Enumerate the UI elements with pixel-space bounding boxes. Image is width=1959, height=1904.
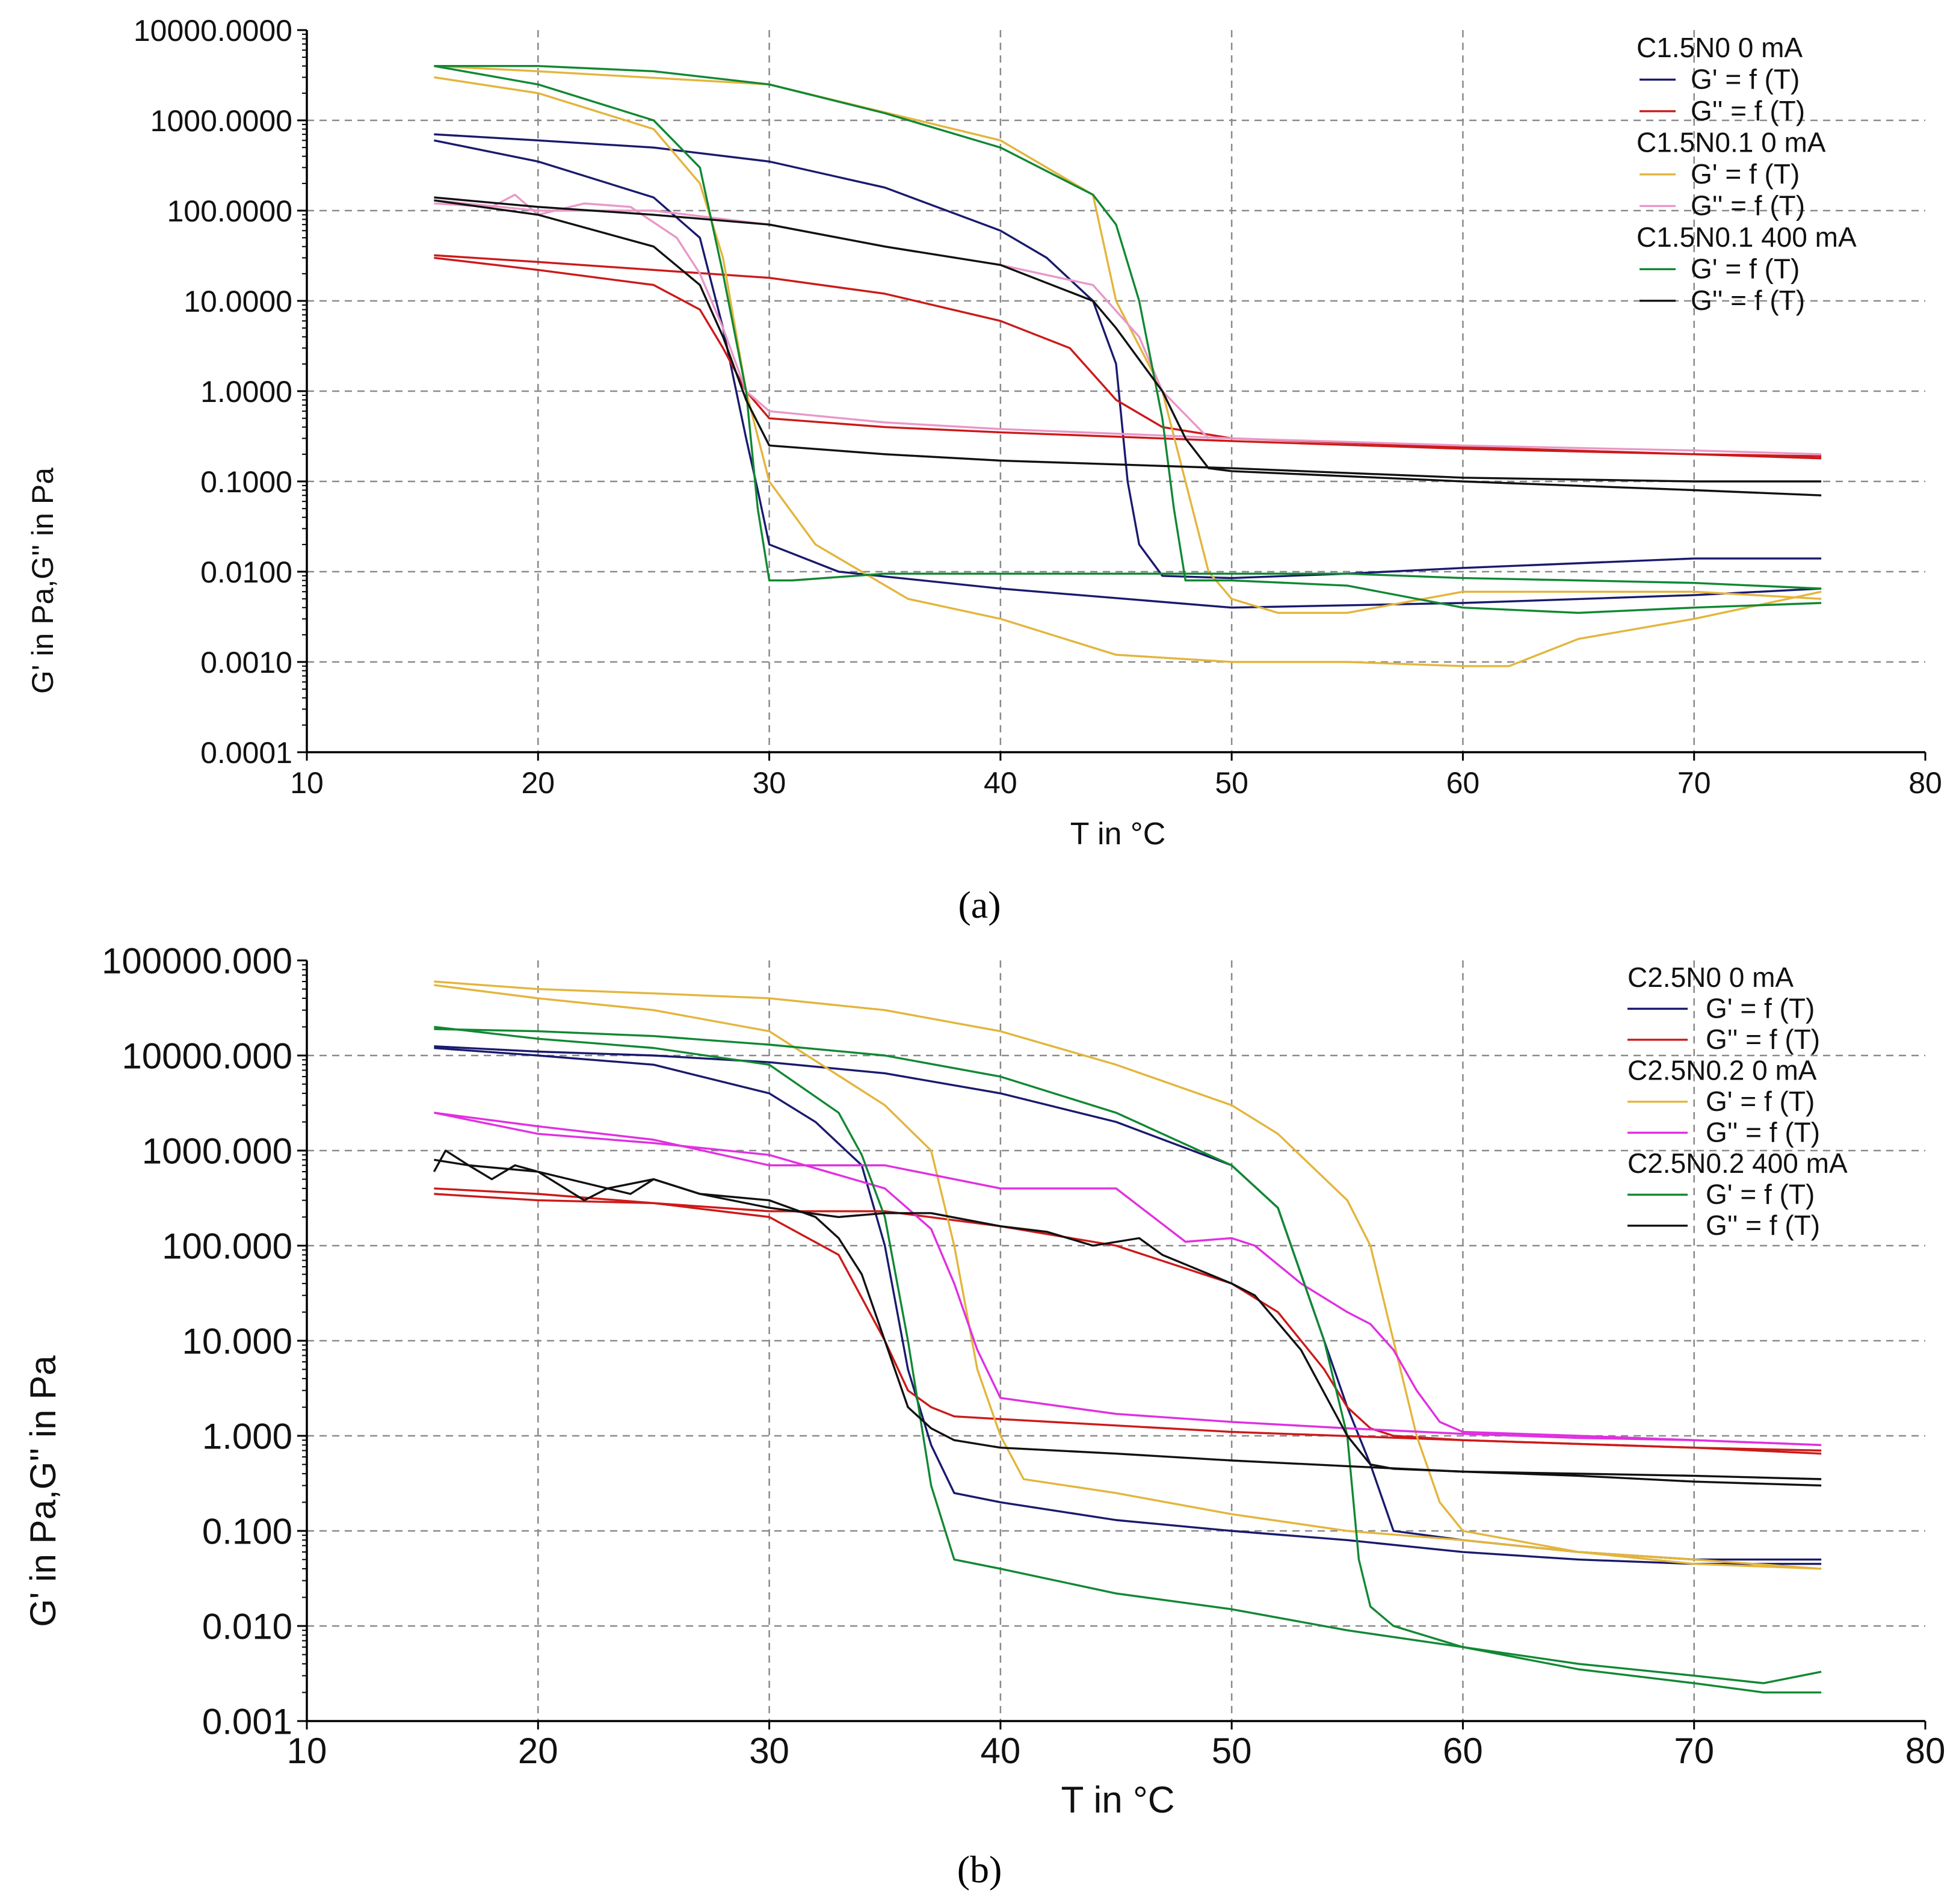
- series-line-b: [434, 1187, 1822, 1452]
- legend-a: C1.5N0 0 mAG' = f (T)G'' = f (T)C1.5N0.1…: [1637, 32, 1857, 316]
- series-line-a: [434, 199, 1822, 483]
- series-group-b: [433, 980, 1822, 1694]
- series-line-a: [434, 193, 1822, 456]
- x-tick-label-a: 20: [521, 766, 555, 800]
- axes-b: [297, 959, 1927, 1729]
- x-tick-label-a: 30: [753, 766, 786, 800]
- series-line-a: [434, 196, 1822, 496]
- x-tick-label-a: 60: [1446, 766, 1480, 800]
- series-line-a: [434, 256, 1822, 460]
- legend-group-title-a: C1.5N0 0 mA: [1637, 32, 1803, 63]
- axis-lines-a: [306, 30, 1925, 753]
- series-line-b: [434, 1045, 1822, 1561]
- x-tick-label-a: 10: [290, 766, 324, 800]
- y-tick-label-b: 100.000: [162, 1226, 292, 1267]
- x-tick-label-a: 50: [1215, 766, 1248, 800]
- y-tick-label-a: 10.0000: [184, 285, 292, 318]
- axes-a: [297, 29, 1927, 761]
- legend-item-label-b: G' = f (T): [1706, 1179, 1815, 1210]
- y-tick-label-a: 0.0001: [200, 736, 292, 770]
- legend-item-label-b: G' = f (T): [1706, 1086, 1815, 1117]
- x-tick-label-b: 50: [1212, 1731, 1252, 1771]
- x-tick-label-a: 70: [1677, 766, 1711, 800]
- y-tick-label-b: 10.000: [182, 1321, 292, 1362]
- legend-item-label-a: G' = f (T): [1691, 253, 1800, 285]
- x-tick-label-b: 80: [1905, 1731, 1946, 1771]
- legend-item-label-b: G'' = f (T): [1706, 1210, 1820, 1241]
- y-tick-label-a: 100.0000: [167, 194, 292, 228]
- series-line-b: [434, 1158, 1822, 1480]
- series-group-a: [434, 64, 1822, 667]
- series-line-a: [434, 254, 1822, 457]
- x-axis-title-b: T in °C: [1061, 1779, 1174, 1821]
- x-tick-label-b: 30: [749, 1731, 789, 1771]
- series-line-a: [434, 65, 1822, 614]
- y-tick-label-b: 0.010: [202, 1607, 292, 1647]
- x-tick-labels-a: 10 20 30 40 50 60 70 80: [290, 766, 1942, 800]
- legend-item-label-a: G'' = f (T): [1691, 190, 1805, 221]
- series-line-b: [434, 1111, 1822, 1446]
- legend-group-title-a: C1.5N0.1 0 mA: [1637, 127, 1826, 158]
- legend-group-title-b: C2.5N0 0 mA: [1627, 962, 1794, 993]
- x-tick-label-b: 20: [518, 1731, 558, 1771]
- y-tick-label-a: 1000.0000: [150, 104, 292, 138]
- y-tick-label-b: 100000.000: [102, 941, 292, 981]
- chart-panel-a: 10 20 30 40 50 60 70 80 0.0001 0.0010 0.0100 0.100…: [26, 14, 1942, 926]
- series-line-b: [434, 1046, 1822, 1565]
- y-tick-label-a: 0.0010: [200, 646, 292, 679]
- y-axis-title-b: G' in Pa,G'' in Pa: [23, 1355, 63, 1627]
- gridlines-a: [307, 30, 1925, 752]
- series-line-a: [434, 199, 1209, 439]
- series-line-b: [434, 1028, 1822, 1694]
- x-tick-label-b: 70: [1674, 1731, 1714, 1771]
- series-line-a: [434, 76, 1822, 667]
- legend-item-label-a: G' = f (T): [1691, 158, 1800, 190]
- series-line-a: [434, 139, 1822, 609]
- y-tick-label-b: 0.100: [202, 1512, 292, 1552]
- series-line-b: [434, 980, 1822, 1570]
- y-tick-label-a: 0.0100: [200, 555, 292, 589]
- series-line-b: [434, 1111, 1822, 1446]
- x-tick-label-b: 40: [980, 1731, 1020, 1771]
- y-tick-labels-a: 0.0001 0.0010 0.0100 0.1000 1.0000 10.0000 100…: [134, 14, 292, 770]
- caption-b: (b): [957, 1848, 1002, 1891]
- y-tick-label-a: 10000.0000: [134, 14, 292, 48]
- legend-item-label-b: G' = f (T): [1706, 993, 1815, 1024]
- chart-panel-b: 10 20 30 40 50 60 70 80 0.001 0.010 0.100 1.000 10.…: [23, 941, 1945, 1891]
- x-axis-title-a: T in °C: [1070, 817, 1166, 852]
- y-axis-title-a: G' in Pa,G'' in Pa: [26, 468, 60, 694]
- series-line-a: [434, 65, 1822, 590]
- legend-item-label-b: G'' = f (T): [1706, 1117, 1820, 1148]
- series-line-b: [433, 1149, 1822, 1487]
- x-tick-label-a: 40: [984, 766, 1017, 800]
- legend-group-title-a: C1.5N0.1 400 mA: [1637, 221, 1857, 253]
- x-tick-labels-b: 10 20 30 40 50 60 70 80: [287, 1731, 1946, 1771]
- legend-item-label-a: G'' = f (T): [1691, 285, 1805, 316]
- y-tick-label-b: 1000.000: [142, 1131, 292, 1172]
- y-tick-label-a: 1.0000: [200, 375, 292, 409]
- series-line-b: [434, 1025, 1822, 1684]
- x-tick-label-b: 60: [1443, 1731, 1483, 1771]
- series-line-a: [434, 133, 1822, 580]
- x-tick-label-b: 10: [287, 1731, 327, 1771]
- y-tick-label-b: 1.000: [202, 1417, 292, 1457]
- legend-item-label-a: G' = f (T): [1691, 64, 1800, 95]
- y-tick-label-b: 0.001: [202, 1702, 292, 1742]
- y-tick-label-a: 0.1000: [200, 465, 292, 499]
- legend-group-title-b: C2.5N0.2 400 mA: [1627, 1148, 1848, 1179]
- legend-item-label-a: G'' = f (T): [1691, 95, 1805, 126]
- x-tick-label-a: 80: [1908, 766, 1942, 800]
- axis-lines-b: [306, 960, 1925, 1722]
- gridlines-b: [307, 960, 1925, 1721]
- caption-a: (a): [958, 883, 1001, 926]
- series-line-a: [434, 64, 1822, 614]
- legend-b: C2.5N0 0 mAG' = f (T)G'' = f (T)C2.5N0.2…: [1627, 962, 1848, 1241]
- legend-item-label-b: G'' = f (T): [1706, 1024, 1820, 1055]
- y-tick-labels-b: 0.001 0.010 0.100 1.000 10.000 100.000 1000.00…: [102, 941, 292, 1742]
- series-line-b: [434, 984, 1822, 1570]
- legend-group-title-b: C2.5N0.2 0 mA: [1627, 1055, 1817, 1086]
- y-tick-label-b: 10000.000: [122, 1036, 292, 1077]
